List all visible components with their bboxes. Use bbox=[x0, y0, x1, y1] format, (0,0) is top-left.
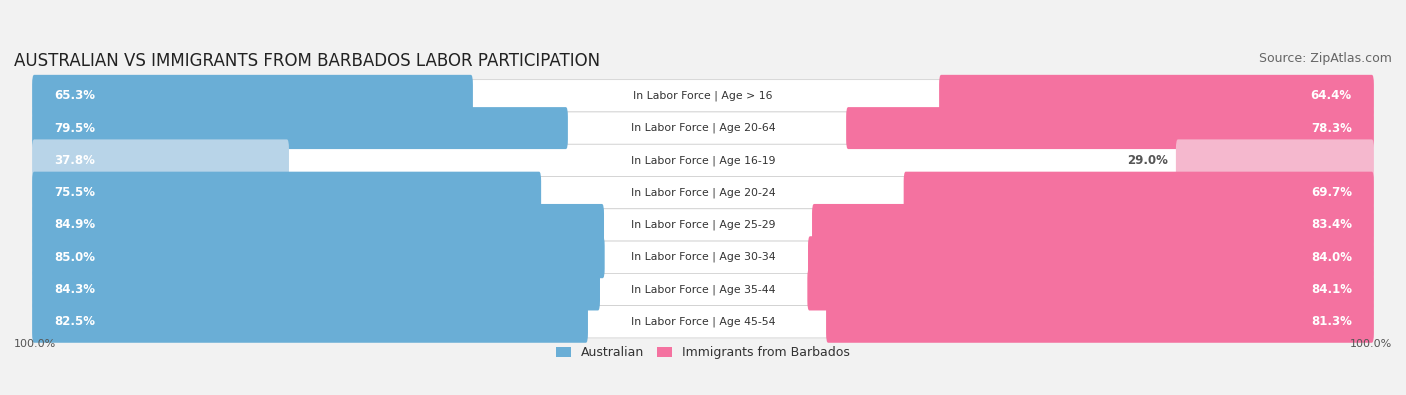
FancyBboxPatch shape bbox=[32, 107, 568, 149]
Text: 84.3%: 84.3% bbox=[55, 283, 96, 296]
Text: 83.4%: 83.4% bbox=[1310, 218, 1351, 231]
FancyBboxPatch shape bbox=[34, 241, 1372, 273]
FancyBboxPatch shape bbox=[813, 204, 1374, 246]
FancyBboxPatch shape bbox=[939, 75, 1374, 117]
FancyBboxPatch shape bbox=[32, 301, 588, 343]
Text: 79.5%: 79.5% bbox=[55, 122, 96, 135]
FancyBboxPatch shape bbox=[34, 112, 1372, 144]
Text: In Labor Force | Age 20-24: In Labor Force | Age 20-24 bbox=[631, 187, 775, 198]
FancyBboxPatch shape bbox=[34, 273, 1372, 306]
FancyBboxPatch shape bbox=[32, 204, 605, 246]
Text: 69.7%: 69.7% bbox=[1310, 186, 1351, 199]
FancyBboxPatch shape bbox=[32, 75, 472, 117]
FancyBboxPatch shape bbox=[32, 269, 600, 310]
FancyBboxPatch shape bbox=[827, 301, 1374, 343]
Text: In Labor Force | Age 35-44: In Labor Force | Age 35-44 bbox=[631, 284, 775, 295]
Text: 84.9%: 84.9% bbox=[55, 218, 96, 231]
Text: 84.1%: 84.1% bbox=[1310, 283, 1351, 296]
Text: 64.4%: 64.4% bbox=[1310, 89, 1351, 102]
FancyBboxPatch shape bbox=[34, 306, 1372, 338]
Text: 75.5%: 75.5% bbox=[55, 186, 96, 199]
Text: 82.5%: 82.5% bbox=[55, 315, 96, 328]
Text: In Labor Force | Age 20-64: In Labor Force | Age 20-64 bbox=[631, 123, 775, 134]
Text: 37.8%: 37.8% bbox=[55, 154, 96, 167]
Text: 85.0%: 85.0% bbox=[55, 251, 96, 264]
FancyBboxPatch shape bbox=[32, 172, 541, 214]
Text: 78.3%: 78.3% bbox=[1310, 122, 1351, 135]
Legend: Australian, Immigrants from Barbados: Australian, Immigrants from Barbados bbox=[557, 346, 849, 359]
FancyBboxPatch shape bbox=[32, 139, 290, 181]
Text: In Labor Force | Age > 16: In Labor Force | Age > 16 bbox=[633, 90, 773, 101]
FancyBboxPatch shape bbox=[32, 236, 605, 278]
FancyBboxPatch shape bbox=[34, 144, 1372, 177]
FancyBboxPatch shape bbox=[808, 236, 1374, 278]
FancyBboxPatch shape bbox=[904, 172, 1374, 214]
Text: 29.0%: 29.0% bbox=[1128, 154, 1168, 167]
FancyBboxPatch shape bbox=[1175, 139, 1374, 181]
Text: 100.0%: 100.0% bbox=[1350, 339, 1392, 349]
Text: 84.0%: 84.0% bbox=[1310, 251, 1351, 264]
Text: AUSTRALIAN VS IMMIGRANTS FROM BARBADOS LABOR PARTICIPATION: AUSTRALIAN VS IMMIGRANTS FROM BARBADOS L… bbox=[14, 52, 600, 70]
Text: In Labor Force | Age 25-29: In Labor Force | Age 25-29 bbox=[631, 220, 775, 230]
Text: In Labor Force | Age 45-54: In Labor Force | Age 45-54 bbox=[631, 316, 775, 327]
FancyBboxPatch shape bbox=[34, 177, 1372, 209]
Text: Source: ZipAtlas.com: Source: ZipAtlas.com bbox=[1258, 52, 1392, 65]
FancyBboxPatch shape bbox=[34, 209, 1372, 241]
FancyBboxPatch shape bbox=[34, 80, 1372, 112]
Text: 65.3%: 65.3% bbox=[55, 89, 96, 102]
Text: 81.3%: 81.3% bbox=[1310, 315, 1351, 328]
Text: In Labor Force | Age 16-19: In Labor Force | Age 16-19 bbox=[631, 155, 775, 166]
FancyBboxPatch shape bbox=[807, 269, 1374, 310]
Text: 100.0%: 100.0% bbox=[14, 339, 56, 349]
FancyBboxPatch shape bbox=[846, 107, 1374, 149]
Text: In Labor Force | Age 30-34: In Labor Force | Age 30-34 bbox=[631, 252, 775, 262]
